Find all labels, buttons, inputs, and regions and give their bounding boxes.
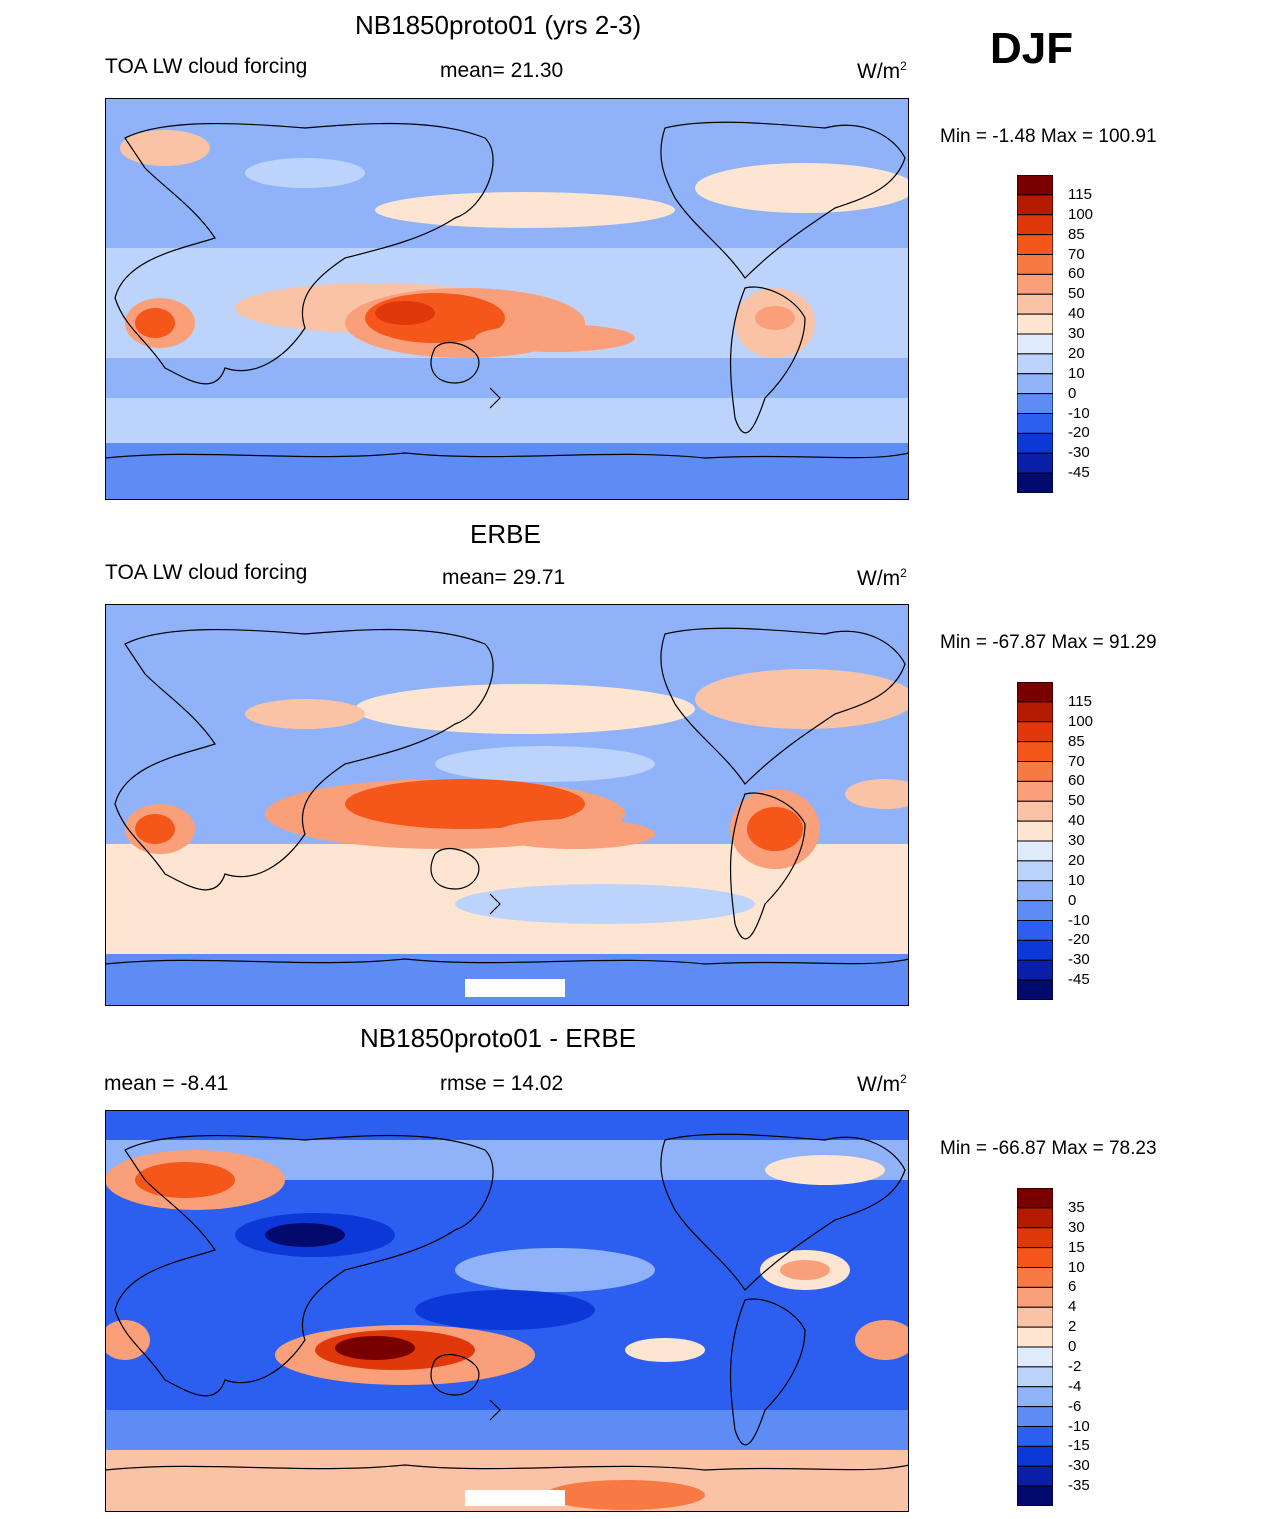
colorbar-tick-label: -30	[1068, 1457, 1090, 1475]
colorbar-tick-label: -45	[1068, 464, 1090, 482]
colorbar-tick-label: 115	[1068, 185, 1092, 203]
colorbar-tick-label: 30	[1068, 832, 1085, 849]
colorbar-tick-label: 40	[1068, 305, 1085, 323]
colorbar-tick-label: 0	[1068, 891, 1077, 909]
panel1-minmax: Min = -1.48 Max = 100.91	[940, 126, 1157, 147]
panel3-minmax: Min = -66.87 Max = 78.23	[940, 1138, 1157, 1159]
panel2-mean-label: mean= 29.71	[442, 566, 566, 589]
panel3-map	[105, 1110, 909, 1512]
panel1-mean-label: mean= 21.30	[440, 59, 564, 82]
colorbar-tick-label: 20	[1068, 851, 1085, 869]
colorbar-tick-label: 0	[1068, 1338, 1077, 1355]
colorbar-tick-label: 50	[1068, 285, 1085, 303]
panel1-units: W/m2	[857, 59, 907, 83]
colorbar-tick-label: 0	[1068, 384, 1077, 402]
panel3-units: W/m2	[857, 1072, 907, 1096]
colorbar-tick-label: 20	[1068, 344, 1085, 362]
colorbar-tick-label: -15	[1068, 1437, 1090, 1455]
colorbar-tick-label: 6	[1068, 1278, 1077, 1296]
colorbar-tick-label: 30	[1068, 1218, 1085, 1236]
panel1-title: NB1850proto01 (yrs 2-3)	[355, 10, 642, 40]
colorbar-tick-label: 2	[1068, 1318, 1077, 1336]
colorbar-tick-label: 10	[1068, 364, 1085, 382]
colorbar-tick-label: -4	[1068, 1377, 1082, 1395]
colorbar-tick-label: -6	[1068, 1397, 1082, 1415]
season-label: DJF	[990, 24, 1074, 73]
colorbar-tick-label: -30	[1068, 444, 1090, 462]
colorbar-tick-label: 100	[1068, 205, 1094, 223]
colorbar-tick-label: -30	[1068, 951, 1090, 969]
colorbar-tick-label: -35	[1068, 1477, 1090, 1495]
colorbar-tick-label: 60	[1068, 772, 1085, 790]
panel2-minmax: Min = -67.87 Max = 91.29	[940, 632, 1157, 653]
colorbar-tick-label: 30	[1068, 325, 1085, 342]
colorbar-tick-label: 85	[1068, 732, 1085, 750]
colorbar-tick-label: -10	[1068, 404, 1090, 422]
colorbar-tick-label: -20	[1068, 424, 1090, 442]
colorbar-tick-label: 40	[1068, 812, 1085, 830]
colorbar-tick-label: -20	[1068, 931, 1090, 949]
panel3-title: NB1850proto01 - ERBE	[360, 1023, 637, 1053]
colorbar-tick-label: 10	[1068, 1258, 1085, 1276]
panel2-title: ERBE	[470, 519, 541, 549]
panel2-map	[105, 604, 909, 1006]
colorbar-tick-label: 70	[1068, 752, 1085, 770]
colorbar-tick-label: 10	[1068, 871, 1085, 889]
colorbar-tick-label: 35	[1068, 1198, 1085, 1216]
panel1-map-frame	[105, 98, 909, 500]
panel3-map-frame	[105, 1110, 909, 1512]
colorbar-tick-label: 70	[1068, 245, 1085, 263]
colorbar-tick-label: 15	[1068, 1238, 1085, 1256]
colorbar-tick-label: -2	[1068, 1357, 1082, 1375]
colorbar-tick-label: -10	[1068, 911, 1090, 929]
panel1-map	[105, 98, 909, 500]
colorbar-tick-label: 85	[1068, 225, 1085, 243]
panel3-rmse-label: rmse = 14.02	[440, 1072, 564, 1095]
colorbar-tick-label: 4	[1068, 1298, 1077, 1316]
panel3-colorbar	[1017, 1188, 1053, 1506]
panel3-mean-label: mean = -8.41	[104, 1072, 229, 1095]
panel1-variable-label: TOA LW cloud forcing	[105, 55, 308, 78]
colorbar-tick-label: 50	[1068, 792, 1085, 810]
colorbar-tick-label: 60	[1068, 265, 1085, 283]
panel2-colorbar	[1017, 682, 1053, 1000]
panel2-variable-label: TOA LW cloud forcing	[105, 561, 308, 584]
colorbar-tick-label: 115	[1068, 692, 1092, 710]
panel2-units: W/m2	[857, 566, 907, 590]
colorbar-tick-label: -45	[1068, 971, 1090, 989]
panel2-map-frame	[105, 604, 909, 1006]
panel1-colorbar	[1017, 175, 1053, 493]
colorbar-tick-label: 100	[1068, 712, 1094, 730]
colorbar-tick-label: -10	[1068, 1417, 1090, 1435]
